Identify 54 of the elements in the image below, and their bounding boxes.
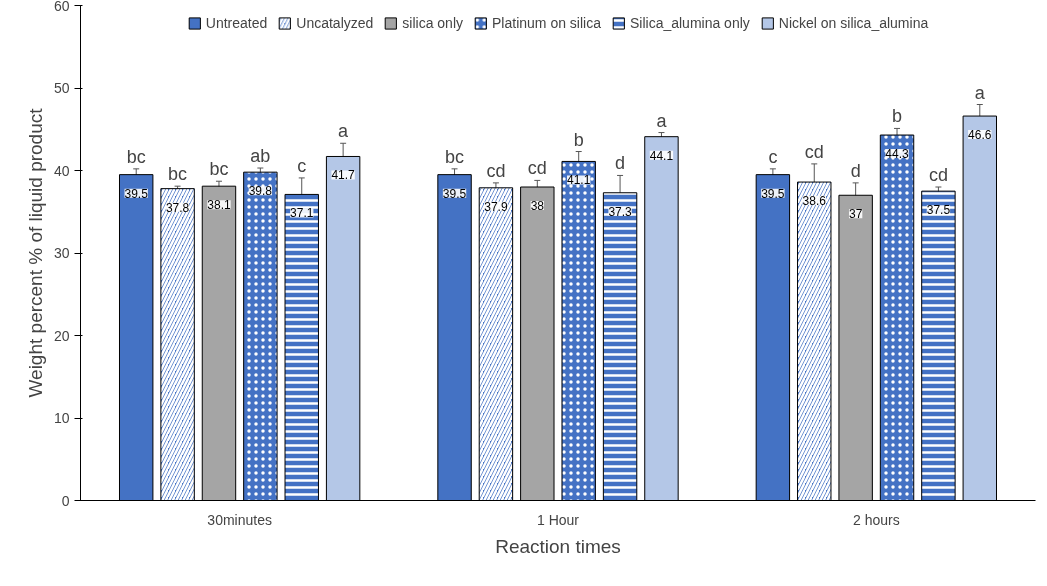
annotation: c	[768, 146, 778, 167]
annotation: b	[573, 129, 584, 150]
y-tick-label: 50	[53, 80, 70, 96]
annotation: bc	[209, 159, 229, 180]
y-tick-label: 10	[53, 410, 70, 426]
annotation: d	[850, 160, 861, 181]
legend-label: Uncatalyzed	[296, 15, 374, 31]
data-label: 37.3	[608, 204, 633, 219]
data-label: 38.1	[207, 198, 231, 213]
annotation: d	[615, 153, 626, 174]
annotation: cd	[527, 158, 547, 179]
y-axis-title: Weight percent % of liquid product	[24, 107, 46, 398]
annotation: bc	[445, 146, 465, 167]
annotation: cd	[928, 165, 948, 185]
x-tick-label: 30minutes	[207, 511, 272, 528]
data-label: 37.9	[484, 199, 508, 214]
annotation: a	[974, 82, 986, 103]
x-tick-label: 2 hours	[852, 511, 900, 528]
y-tick-label: 0	[61, 492, 70, 509]
y-tick-label: 30	[53, 245, 70, 261]
legend-label: Nickel on silica_alumina	[778, 15, 929, 31]
x-axis-title: Reaction times	[495, 535, 621, 557]
data-label: 39.5	[124, 186, 149, 201]
annotation: cd	[804, 141, 824, 162]
y-tick-label: 20	[53, 327, 70, 344]
legend-label: Silica_alumina only	[629, 15, 750, 31]
data-label: 37	[848, 207, 863, 222]
legend-label: silica only	[402, 15, 464, 31]
data-label: 38	[530, 199, 545, 213]
data-label: 39.8	[248, 184, 273, 199]
annotation: bc	[168, 164, 188, 185]
data-label: 44.1	[649, 148, 674, 163]
annotation: ab	[250, 146, 271, 167]
y-tick-label: 40	[53, 162, 70, 179]
data-label: 41.7	[331, 168, 356, 183]
data-label: 37.1	[290, 206, 314, 221]
annotation: b	[892, 106, 903, 127]
legend-label: Platinum on silica	[492, 15, 601, 31]
data-label: 39.5	[442, 186, 467, 201]
annotation: a	[656, 110, 668, 131]
x-tick-label: 1 Hour	[536, 511, 580, 528]
data-label: 41.1	[567, 173, 591, 188]
annotation: a	[338, 121, 350, 142]
annotation: cd	[486, 160, 506, 181]
annotation: c	[297, 155, 307, 176]
data-label: 37.5	[926, 203, 951, 218]
y-tick-label: 60	[53, 0, 70, 14]
data-label: 46.6	[968, 128, 992, 143]
legend-label: Untreated	[205, 15, 268, 31]
data-label: 38.6	[802, 194, 827, 209]
data-label: 37.8	[165, 200, 190, 215]
annotation: bc	[126, 146, 146, 167]
data-label: 44.3	[885, 147, 910, 162]
data-label: 39.5	[761, 186, 785, 201]
